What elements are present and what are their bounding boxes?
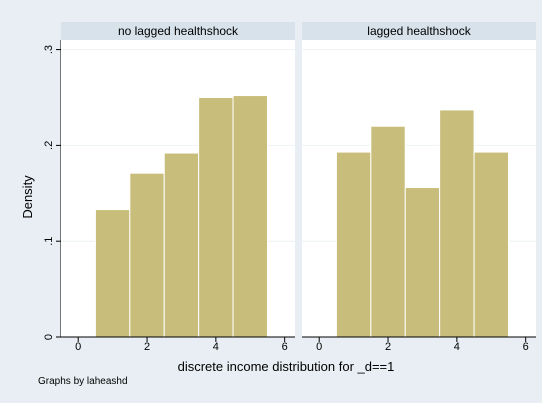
panel-strip xyxy=(61,22,295,40)
panel-strip xyxy=(302,22,536,40)
histogram-bar xyxy=(198,96,234,338)
histogram-bar xyxy=(439,109,475,338)
histogram-bar xyxy=(335,151,372,338)
x-tick-label: 4 xyxy=(213,341,219,353)
y-tick-label: .1 xyxy=(43,237,55,246)
y-tick-label: .2 xyxy=(43,141,55,150)
x-tick-label: 6 xyxy=(282,341,288,353)
histogram-bar xyxy=(129,172,165,338)
histogram-bar xyxy=(232,95,268,338)
x-tick-label: 2 xyxy=(144,341,150,353)
panel-title: lagged healthshock xyxy=(367,24,471,38)
x-tick-label: 0 xyxy=(316,341,322,353)
panel-title: no lagged healthshock xyxy=(118,24,239,38)
y-axis-label: Density xyxy=(20,175,35,219)
histogram-bar xyxy=(404,187,441,338)
y-tick-label: 0 xyxy=(43,334,55,340)
graph-note: Graphs by laheashd xyxy=(38,376,128,387)
x-tick-label: 2 xyxy=(385,341,391,353)
histogram-bar xyxy=(94,209,131,338)
histogram-bar xyxy=(473,151,509,338)
histogram-bar xyxy=(163,152,200,338)
x-tick-label: 0 xyxy=(75,341,81,353)
histogram-bar xyxy=(370,125,406,338)
x-tick-label: 4 xyxy=(454,341,460,353)
y-tick-label: .3 xyxy=(43,45,55,54)
x-axis-label: discrete income distribution for _d==1 xyxy=(178,359,395,374)
x-tick-label: 6 xyxy=(523,341,529,353)
